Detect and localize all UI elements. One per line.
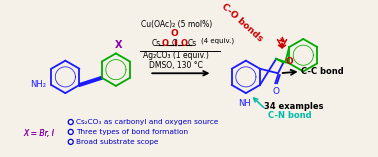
Text: C-O bonds: C-O bonds xyxy=(220,2,265,43)
Text: Cs₂CO₃ as carbonyl and oxygen source: Cs₂CO₃ as carbonyl and oxygen source xyxy=(76,119,218,125)
Text: DMSO, 130 °C: DMSO, 130 °C xyxy=(149,61,203,70)
Text: NH₂: NH₂ xyxy=(30,81,46,89)
Text: NH: NH xyxy=(238,99,251,108)
Text: Cs: Cs xyxy=(188,39,197,48)
Text: O: O xyxy=(171,29,178,38)
Text: X: X xyxy=(115,40,122,50)
Text: Broad substrate scope: Broad substrate scope xyxy=(76,139,158,145)
Text: O: O xyxy=(161,39,168,48)
Text: X = Br, I: X = Br, I xyxy=(24,130,55,138)
Text: Three types of bond formation: Three types of bond formation xyxy=(76,129,188,135)
Text: O: O xyxy=(181,39,188,48)
Text: C-C bond: C-C bond xyxy=(302,67,344,76)
Text: C: C xyxy=(172,39,177,48)
Text: X = Br, I: X = Br, I xyxy=(24,130,55,138)
Text: Ag₂CO₃ (1 equiv.): Ag₂CO₃ (1 equiv.) xyxy=(143,51,209,60)
Text: (4 equiv.): (4 equiv.) xyxy=(201,38,234,44)
Text: 34 examples: 34 examples xyxy=(265,102,324,111)
Text: Cs: Cs xyxy=(152,39,161,48)
Text: Cu(OAc)₂ (5 mol%): Cu(OAc)₂ (5 mol%) xyxy=(141,20,212,29)
Text: O: O xyxy=(285,57,293,66)
Text: O: O xyxy=(273,87,280,96)
Text: C-N bond: C-N bond xyxy=(268,111,311,120)
